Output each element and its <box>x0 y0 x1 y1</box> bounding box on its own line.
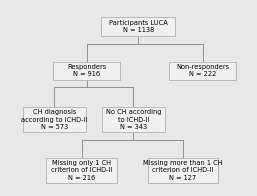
FancyBboxPatch shape <box>53 62 120 80</box>
FancyBboxPatch shape <box>169 62 236 80</box>
FancyBboxPatch shape <box>148 158 218 183</box>
Text: Participants LUCA
N = 1138: Participants LUCA N = 1138 <box>109 20 168 33</box>
FancyBboxPatch shape <box>23 107 86 132</box>
FancyBboxPatch shape <box>102 107 165 132</box>
Text: Responders
N = 916: Responders N = 916 <box>67 64 106 77</box>
FancyBboxPatch shape <box>101 17 175 36</box>
Text: Non-responders
N = 222: Non-responders N = 222 <box>176 64 229 77</box>
Text: Missing more than 1 CH
criterion of ICHD-II
N = 127: Missing more than 1 CH criterion of ICHD… <box>143 160 223 181</box>
Text: No CH according
to ICHD-II
N = 343: No CH according to ICHD-II N = 343 <box>106 109 161 130</box>
Text: Missing only 1 CH
criterion of ICHD-II
N = 216: Missing only 1 CH criterion of ICHD-II N… <box>51 160 112 181</box>
FancyBboxPatch shape <box>47 158 117 183</box>
Text: CH diagnosis
according to ICHD-II
N = 573: CH diagnosis according to ICHD-II N = 57… <box>21 109 88 130</box>
